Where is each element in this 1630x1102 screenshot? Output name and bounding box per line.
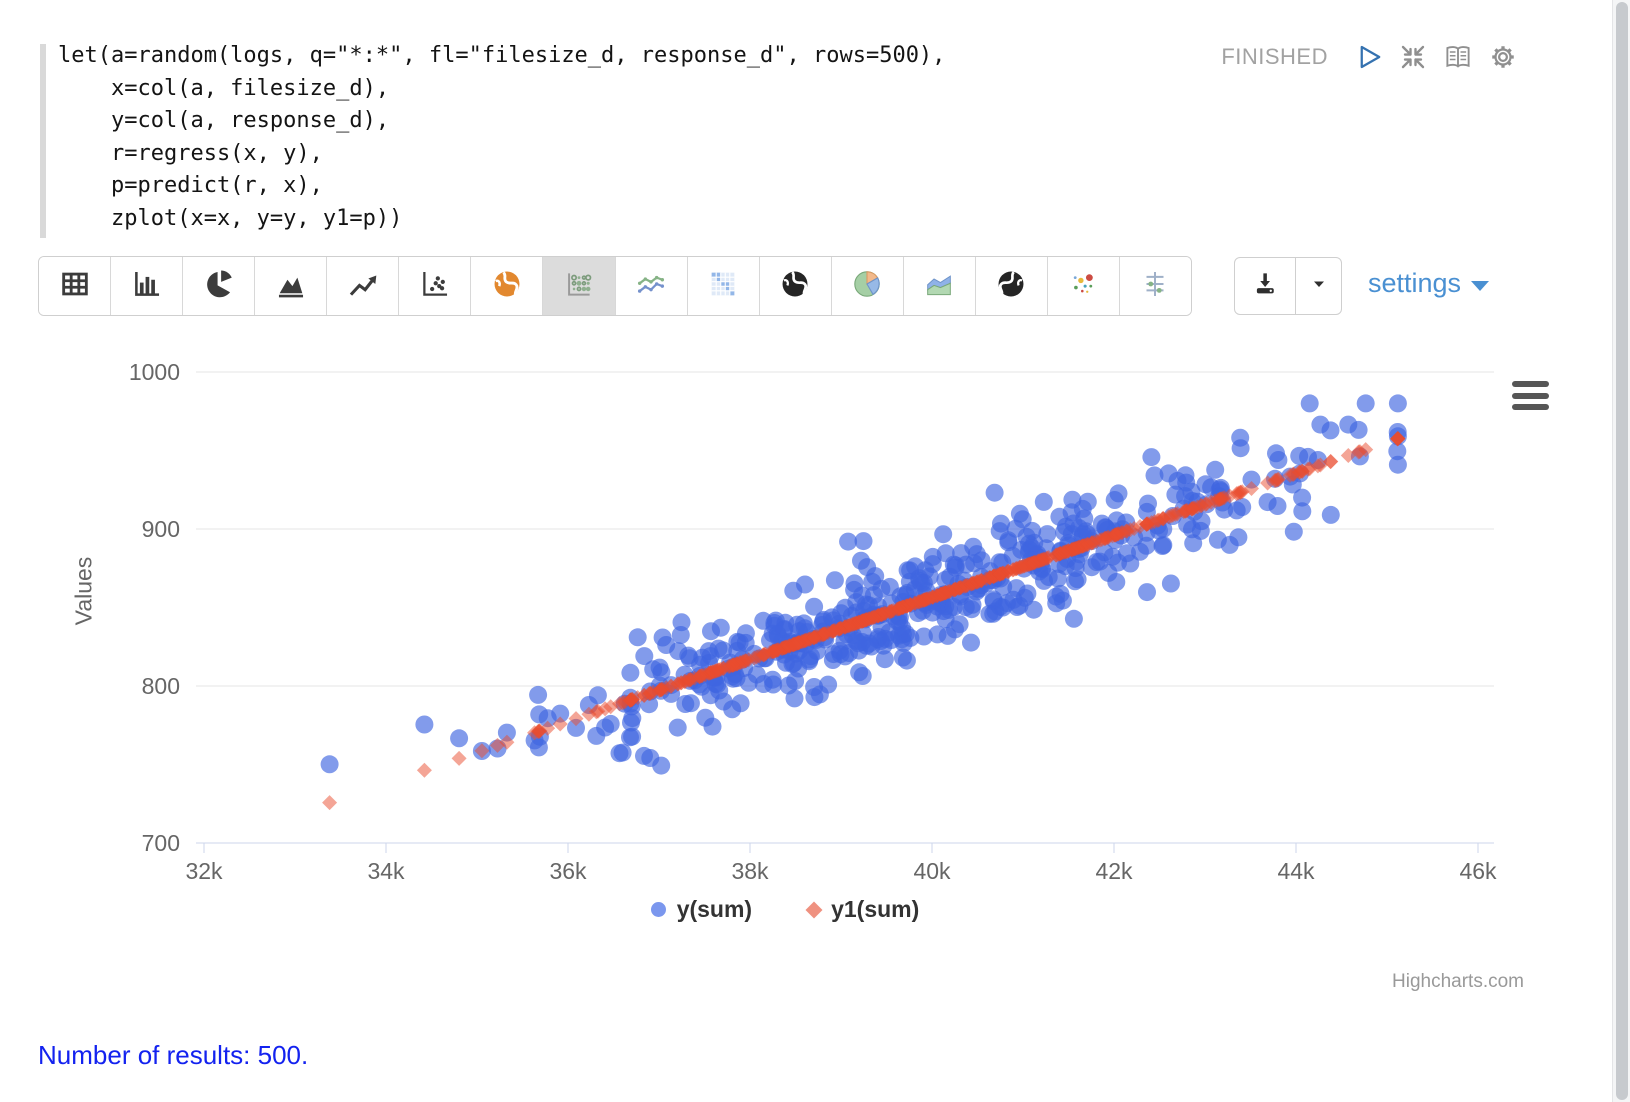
zplot-scatter-icon	[562, 267, 596, 306]
notebook-icon[interactable]	[1443, 42, 1473, 72]
code-line: let(a=random(logs, q="*:*", fl="filesize…	[58, 43, 946, 68]
chart-type-globe2-button[interactable]	[975, 257, 1048, 315]
run-icon[interactable]	[1353, 42, 1383, 72]
code-editor[interactable]: let(a=random(logs, q="*:*", fl="filesize…	[58, 40, 945, 235]
chart-type-zplot-scatter-button[interactable]	[543, 257, 616, 315]
circle-marker-icon	[650, 902, 666, 917]
x-tick-label: 32k	[185, 858, 223, 884]
x-tick-label: 42k	[1095, 858, 1133, 884]
chart-type-area-color-button[interactable]	[903, 257, 976, 315]
chevron-down-icon	[1471, 280, 1490, 291]
paragraph-controls: FINISHED	[1221, 42, 1518, 72]
legend-item-y1-sum[interactable]: y1(sum)	[805, 896, 920, 923]
legend-label: y1(sum)	[831, 896, 920, 922]
chart-type-pie-color-button[interactable]	[831, 257, 904, 315]
chart-type-multiline-button[interactable]	[615, 257, 688, 315]
status-badge: FINISHED	[1221, 44, 1328, 69]
results-count-text: Number of results: 500.	[38, 1040, 309, 1070]
download-split-button	[1234, 257, 1342, 315]
globe-orange-icon	[490, 267, 524, 306]
chart-type-bar-button[interactable]	[111, 257, 184, 315]
code-line: p=predict(r, x),	[58, 173, 323, 198]
chart-legend: y(sum) y1(sum)	[0, 896, 1570, 923]
legend-label: y(sum)	[676, 896, 753, 922]
scrollbar[interactable]	[1612, 0, 1630, 1102]
chart-type-table-button[interactable]	[39, 257, 112, 315]
chart-type-scatter-button[interactable]	[399, 257, 472, 315]
chart-type-area-button[interactable]	[255, 257, 328, 315]
chart-type-toolbar	[38, 256, 1192, 316]
collapse-icon[interactable]	[1398, 42, 1428, 72]
globe-dark-2-icon	[994, 267, 1028, 306]
chart-type-candlestick-button[interactable]	[1119, 257, 1191, 315]
code-line: r=regress(x, y),	[58, 140, 323, 166]
code-line: y=col(a, response_d),	[58, 108, 390, 133]
y-tick-label: 800	[141, 673, 180, 699]
candlestick-icon	[1138, 267, 1172, 306]
chart-type-heatmap-button[interactable]	[687, 257, 760, 315]
line-chart-icon	[346, 267, 380, 306]
settings-button[interactable]: settings	[1368, 268, 1490, 299]
area-chart-icon	[274, 267, 308, 306]
x-tick-label: 46k	[1459, 858, 1497, 884]
legend-item-y-sum[interactable]: y(sum)	[650, 896, 753, 923]
chevron-down-icon	[1307, 272, 1331, 301]
x-tick-label: 44k	[1277, 858, 1315, 884]
code-line: x=col(a, filesize_d),	[58, 75, 390, 101]
download-button[interactable]	[1235, 258, 1296, 314]
x-tick-label: 36k	[549, 858, 587, 884]
highcharts-credit-link[interactable]: Highcharts.com	[1392, 971, 1524, 992]
settings-label: settings	[1368, 268, 1462, 298]
paragraph-gutter	[40, 44, 46, 238]
chart-type-map-button[interactable]	[471, 257, 544, 315]
y-tick-label: 900	[141, 516, 180, 542]
scrollbar-thumb[interactable]	[1616, 2, 1628, 1100]
bubble-chart-icon	[1066, 267, 1100, 306]
scatter-plot-icon	[418, 267, 452, 306]
multi-line-icon	[634, 267, 668, 306]
code-line: zplot(x=x, y=y, y1=p))	[58, 205, 403, 231]
chart-type-bubble-button[interactable]	[1047, 257, 1120, 315]
pie-color-icon	[850, 267, 884, 306]
chart-type-pie-button[interactable]	[183, 257, 256, 315]
x-tick-label: 38k	[731, 858, 769, 884]
download-options-button[interactable]	[1296, 258, 1341, 314]
chart-type-globe-button[interactable]	[759, 257, 832, 315]
heatmap-icon	[706, 267, 740, 306]
x-tick-label: 34k	[367, 858, 405, 884]
x-tick-label: 40k	[913, 858, 951, 884]
area-color-icon	[922, 267, 956, 306]
download-icon	[1250, 269, 1280, 304]
chart-context-menu-button[interactable]	[1512, 381, 1550, 416]
gear-icon[interactable]	[1488, 42, 1518, 72]
globe-dark-icon	[778, 267, 812, 306]
chart-type-line-button[interactable]	[327, 257, 400, 315]
bar-chart-icon	[130, 267, 164, 306]
table-icon	[58, 267, 92, 306]
y-axis-title: Values	[70, 556, 97, 626]
diamond-marker-icon	[805, 901, 823, 918]
y-tick-label: 1000	[128, 359, 180, 385]
y-tick-label: 700	[141, 830, 180, 856]
pie-chart-icon	[202, 267, 236, 306]
